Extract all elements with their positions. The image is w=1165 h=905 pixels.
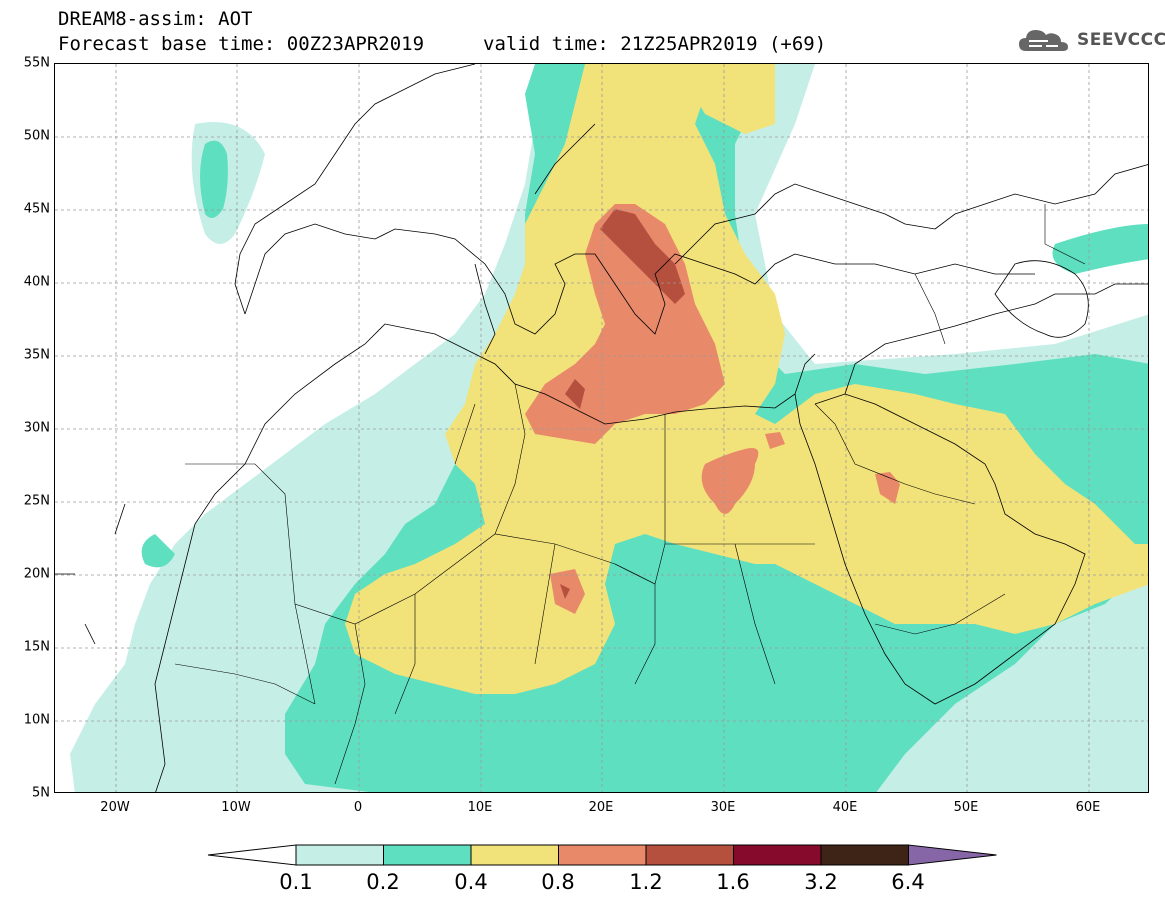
cloud-icon	[1019, 30, 1068, 51]
lon-label: 0	[353, 800, 363, 815]
colorbar-segment	[383, 844, 472, 866]
colorbar-label: 0.8	[541, 870, 575, 894]
lat-label: 35N	[23, 347, 50, 363]
coastlines	[55, 64, 1148, 792]
lon-label: 50E	[953, 800, 979, 815]
aot-0.4-0.8-area	[345, 64, 1148, 694]
map-title: DREAM8-assim: AOT	[58, 8, 253, 30]
colorbar-left-arrow	[207, 844, 297, 866]
lon-label: 60E	[1075, 800, 1101, 815]
colorbar-segment	[558, 844, 647, 866]
lat-label: 55N	[23, 55, 50, 71]
colorbar-label: 0.2	[366, 870, 400, 894]
lat-label: 40N	[23, 274, 50, 290]
colorbar-segment	[295, 844, 384, 866]
map-canvas	[55, 64, 1148, 792]
country-borders	[174, 204, 1086, 785]
lon-label: 10W	[221, 800, 251, 815]
lat-label: 30N	[23, 420, 50, 436]
lat-label: 15N	[23, 639, 50, 655]
colorbar-label: 3.2	[804, 870, 838, 894]
aot-1.2-1.6-area	[560, 209, 685, 599]
forecast-times: Forecast base time: 00Z23APR2019 valid ti…	[58, 33, 826, 55]
logo-text: SEEVCCC	[1077, 30, 1165, 50]
lon-label: 20W	[100, 800, 130, 815]
colorbar-label: 1.6	[716, 870, 750, 894]
colorbar	[207, 844, 997, 866]
colorbar-segment	[470, 844, 559, 866]
colorbar-label: 0.4	[454, 870, 488, 894]
lon-label: 40E	[832, 800, 858, 815]
lat-label: 10N	[23, 712, 50, 728]
aot-map	[54, 63, 1149, 793]
colorbar-label: 6.4	[891, 870, 925, 894]
colorbar-segment	[820, 844, 909, 866]
lat-label: 5N	[32, 785, 50, 801]
lat-label: 45N	[23, 201, 50, 217]
valid-time: valid time: 21Z25APR2019 (+69)	[483, 33, 827, 55]
colorbar-label: 0.1	[279, 870, 313, 894]
lon-label: 30E	[710, 800, 736, 815]
lon-label: 20E	[588, 800, 614, 815]
seevccc-logo: SEEVCCC	[1018, 26, 1165, 54]
colorbar-right-arrow	[908, 844, 997, 866]
colorbar-label: 1.2	[629, 870, 663, 894]
colorbar-segment	[645, 844, 734, 866]
lon-label: 10E	[467, 800, 493, 815]
lat-label: 50N	[23, 128, 50, 144]
lat-label: 20N	[23, 566, 50, 582]
lat-label: 25N	[23, 493, 50, 509]
base-time: Forecast base time: 00Z23APR2019	[58, 33, 425, 55]
colorbar-segment	[733, 844, 822, 866]
